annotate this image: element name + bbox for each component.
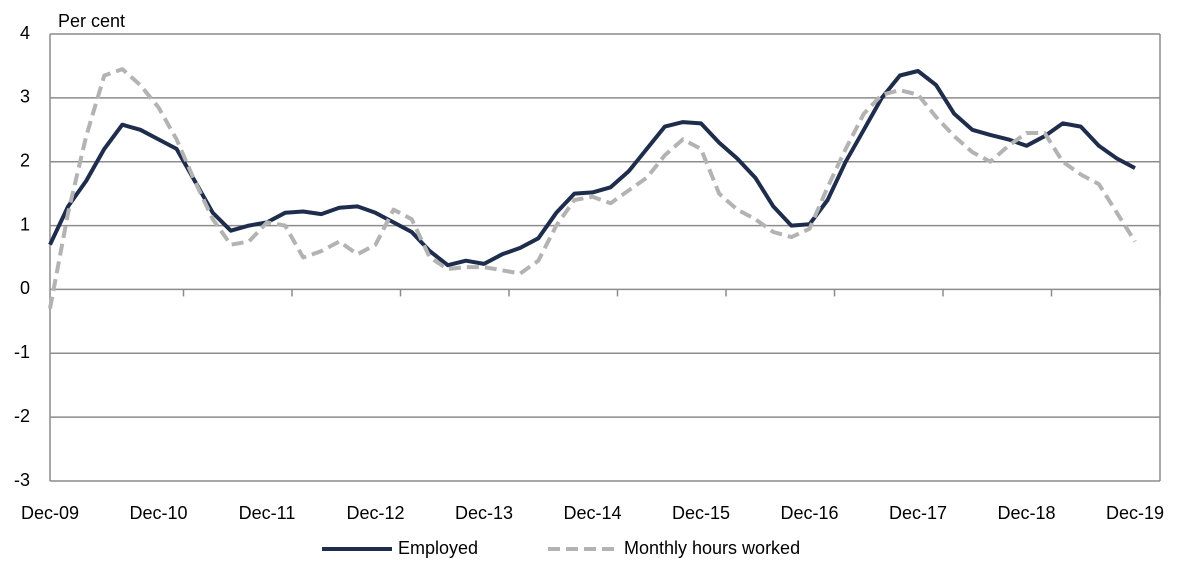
y-tick-label: 2 <box>20 150 30 170</box>
y-tick-label: -2 <box>14 406 30 426</box>
x-tick-label: Dec-09 <box>21 503 79 523</box>
y-tick-label: -3 <box>14 470 30 490</box>
legend-label: Employed <box>398 538 478 558</box>
x-tick-label: Dec-13 <box>455 503 513 523</box>
x-tick-label: Dec-16 <box>780 503 838 523</box>
x-tick-label: Dec-14 <box>563 503 621 523</box>
series-line <box>48 69 1136 268</box>
legend-label: Monthly hours worked <box>624 538 800 558</box>
y-tick-label: 1 <box>20 214 30 234</box>
y-tick-label: 0 <box>20 278 30 298</box>
x-tick-label: Dec-18 <box>997 503 1055 523</box>
x-tick-label: Dec-19 <box>1106 503 1164 523</box>
y-tick-label: 4 <box>20 23 30 43</box>
y-axis-label: Per cent <box>58 11 125 31</box>
x-tick-label: Dec-11 <box>239 503 296 523</box>
x-tick-label: Dec-15 <box>672 503 730 523</box>
x-tick-label: Dec-17 <box>889 503 947 523</box>
series-line <box>48 67 1137 309</box>
y-tick-label: 3 <box>20 87 30 107</box>
x-tick-label: Dec-12 <box>346 503 404 523</box>
x-tick-label: Dec-10 <box>129 503 187 523</box>
y-tick-label: -1 <box>14 342 30 362</box>
